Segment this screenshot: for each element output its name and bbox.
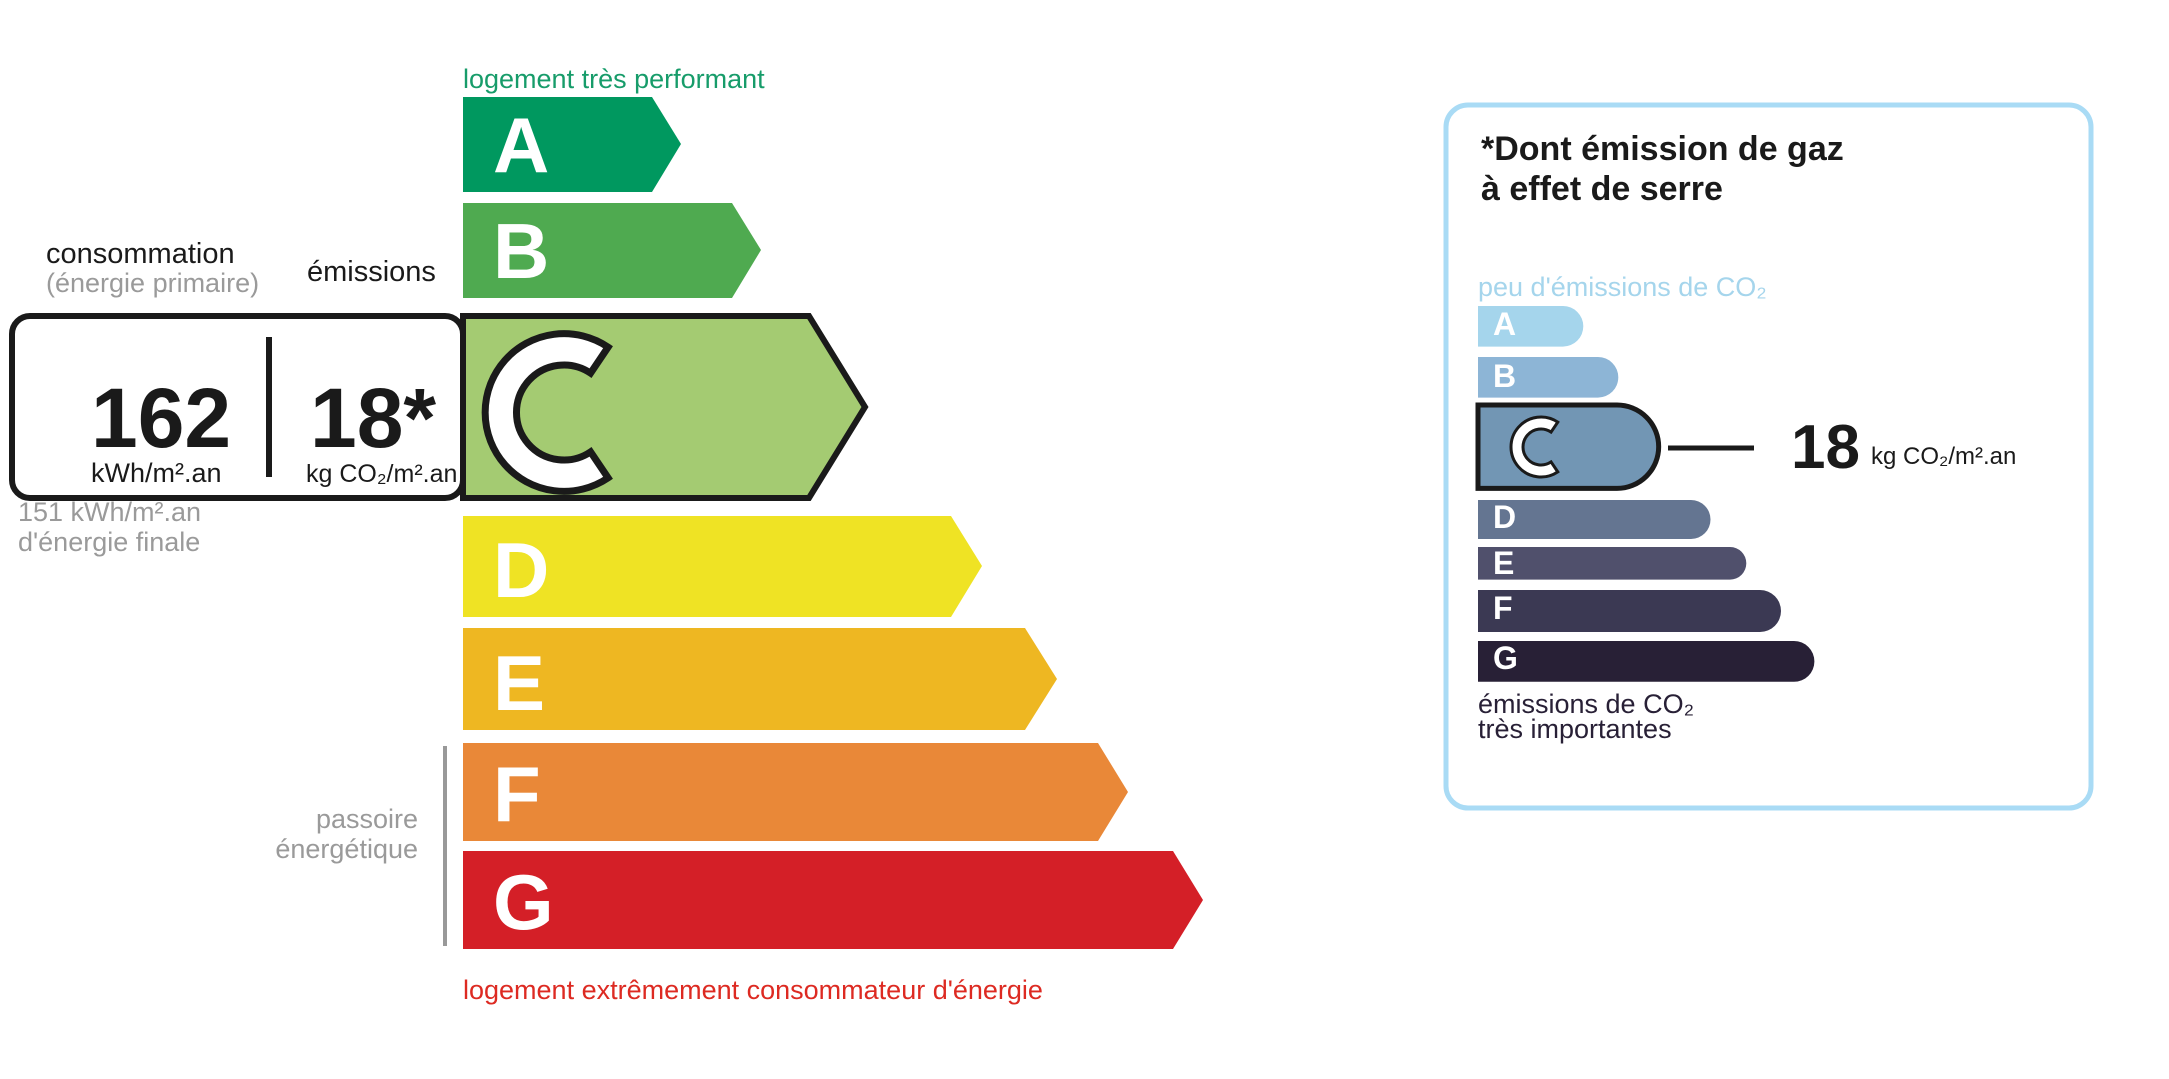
svg-text:kg CO₂/m².an: kg CO₂/m².an xyxy=(1871,443,2016,470)
svg-text:B: B xyxy=(493,207,549,295)
svg-text:18*: 18* xyxy=(310,371,436,465)
svg-text:D: D xyxy=(1493,499,1516,535)
svg-text:18: 18 xyxy=(1791,413,1860,482)
svg-text:peu d'émissions de CO₂: peu d'émissions de CO₂ xyxy=(1478,272,1767,302)
svg-text:G: G xyxy=(493,858,554,946)
svg-text:F: F xyxy=(493,750,541,838)
svg-text:D: D xyxy=(493,526,549,614)
svg-text:à effet de serre: à effet de serre xyxy=(1481,170,1723,208)
svg-text:kWh/m².an: kWh/m².an xyxy=(91,458,222,488)
svg-text:*Dont émission de gaz: *Dont émission de gaz xyxy=(1481,130,1844,168)
svg-text:E: E xyxy=(493,639,545,727)
svg-text:très importantes: très importantes xyxy=(1478,714,1672,744)
svg-text:A: A xyxy=(493,101,549,189)
svg-text:E: E xyxy=(1493,545,1514,581)
svg-text:kg CO₂/m².an: kg CO₂/m².an xyxy=(306,460,457,488)
svg-text:162: 162 xyxy=(91,371,231,465)
svg-text:B: B xyxy=(1493,358,1516,394)
svg-text:G: G xyxy=(1493,640,1518,676)
svg-text:F: F xyxy=(1493,590,1513,626)
svg-text:A: A xyxy=(1493,306,1516,342)
